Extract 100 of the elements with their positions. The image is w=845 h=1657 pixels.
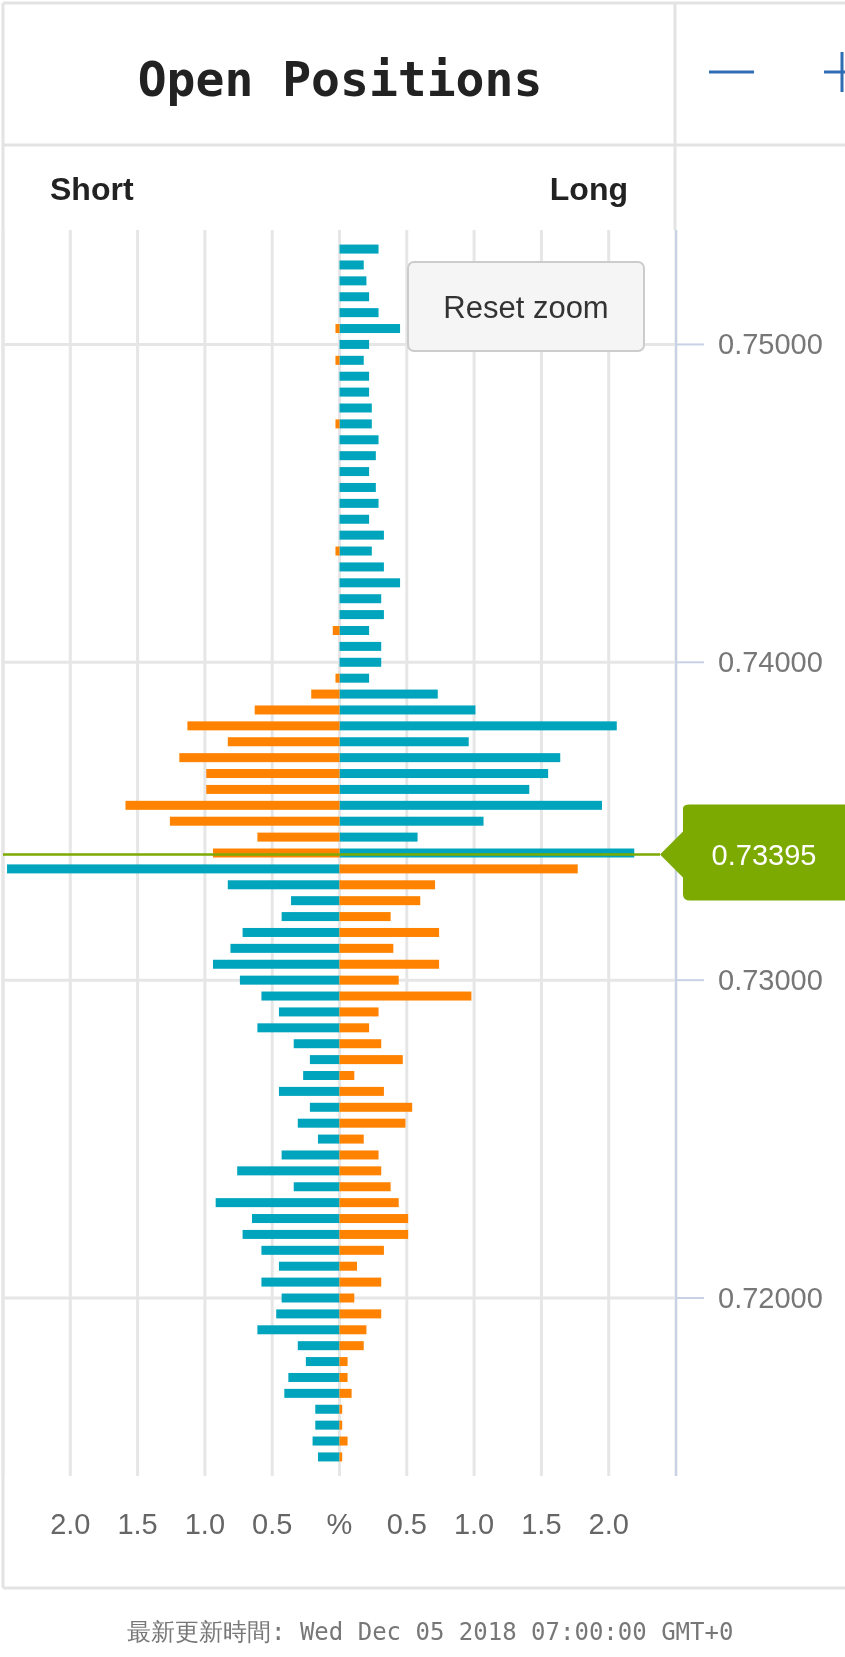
bar [252,1214,340,1224]
bar [339,546,372,556]
bar [257,1023,340,1033]
bar [339,1198,399,1208]
bar [257,832,340,842]
bar [339,641,382,651]
bar [242,1229,340,1239]
bar [339,1150,379,1160]
bar [293,1182,340,1192]
bar [339,292,370,302]
bar [125,800,340,810]
bar [339,943,394,953]
bar [339,927,440,937]
bar [339,1229,409,1239]
bar [339,578,401,588]
bar [339,1309,382,1319]
bar [339,435,379,445]
bar [257,1325,340,1335]
bar [339,1277,382,1287]
bar [317,1452,340,1462]
bar [261,991,340,1001]
bar [169,816,340,826]
text: Long [549,171,628,207]
bar [303,1071,340,1080]
bar [276,1309,340,1319]
bar [339,514,370,524]
bar [339,1214,409,1224]
bar [7,864,340,874]
bar [339,689,438,699]
x-tick-label: 2.0 [50,1508,91,1540]
bar [335,419,340,429]
text: Short [50,171,134,207]
bar [288,1372,340,1382]
bar [309,1055,340,1065]
bar [339,482,376,492]
bar [242,927,340,937]
bar [239,975,340,985]
bar [305,1357,340,1367]
y-tick-label: 0.75000 [718,328,823,361]
x-tick-label: 1.0 [184,1508,226,1540]
bar [339,1086,384,1096]
bar [339,260,364,270]
bar [339,816,484,826]
bar [339,959,440,969]
bar [339,1039,382,1049]
bar [297,1118,340,1128]
bar [339,276,367,286]
bar [339,991,472,1001]
bar [339,705,476,715]
bar [339,610,384,620]
bar [339,594,382,604]
bar [339,419,372,429]
bar [339,880,436,890]
bar [215,1198,340,1208]
bar [339,371,370,381]
bar [339,1245,384,1255]
bar [284,1388,340,1398]
bar [339,1372,348,1382]
bar [339,737,469,747]
bar [227,737,340,747]
bar [339,1055,403,1065]
bar [315,1420,340,1430]
x-tick-label: 2.0 [588,1508,629,1540]
bar [339,1388,352,1398]
text: 最新更新時間: Wed Dec 05 2018 07:00:00 GMT+0 [127,1618,734,1646]
bar [339,562,384,572]
bar [297,1341,340,1351]
x-tick-label: 0.5 [386,1508,427,1540]
bar [206,769,340,779]
bar [311,689,340,699]
bar [227,880,340,890]
annotation: Reset zoom [443,290,609,325]
bar [278,1007,340,1017]
bar [339,626,370,635]
bar [339,1118,406,1128]
ref-line-label: 0.73395 [711,838,817,871]
bar [206,784,340,794]
bar [312,1436,340,1446]
bar [339,1102,413,1112]
bar [339,800,602,810]
bar [339,1166,382,1176]
bar [339,721,617,731]
bar [261,1277,340,1287]
bar [339,387,370,397]
bar [339,769,549,779]
bar [339,1023,370,1033]
bar [339,753,561,763]
x-tick-label: 1.0 [453,1508,495,1540]
bar [339,1134,364,1144]
bar [335,546,340,556]
bar [335,324,340,334]
bar [230,943,340,953]
bar [339,530,384,540]
bar [339,832,418,842]
bar [237,1166,340,1176]
bar [339,864,578,874]
x-tick-label: 1.5 [117,1508,158,1540]
y-tick-label: 0.74000 [718,646,823,679]
bar [335,355,340,365]
bar [339,1293,355,1303]
